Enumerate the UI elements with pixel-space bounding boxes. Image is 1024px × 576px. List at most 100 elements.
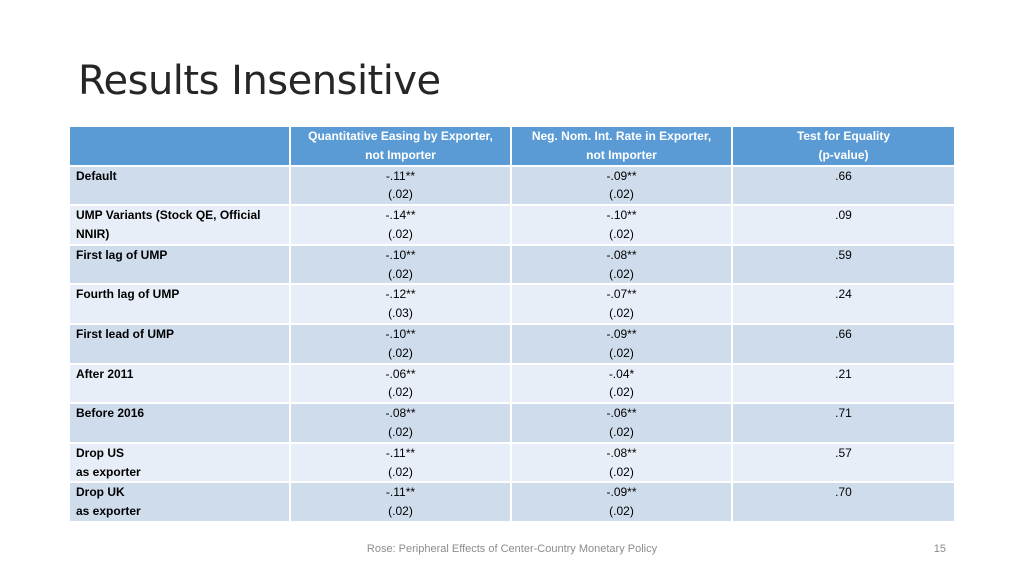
qe-cell-qe-se: (.02) xyxy=(388,385,413,400)
header-qe-line1: Quantitative Easing by Exporter, xyxy=(308,129,493,143)
nnir-cell-nnir: -.09** xyxy=(606,326,637,341)
nnir-cell: -.09** (.02) xyxy=(511,482,733,523)
row-label-label1: First lead of UMP xyxy=(76,326,175,341)
p-value-cell: .66 xyxy=(732,165,954,207)
qe-cell-qe: -.11** xyxy=(385,485,416,500)
table-row: After 2011 -.06** (.02) -.04* (.02) .21 xyxy=(70,363,954,405)
footer-text: Rose: Peripheral Effects of Center-Count… xyxy=(366,543,658,555)
nnir-cell-nnir-se: (.02) xyxy=(609,306,634,321)
qe-cell-qe: -.11** xyxy=(385,445,416,460)
nnir-cell: -.07** (.02) xyxy=(511,284,733,325)
qe-cell-qe: -.12** xyxy=(385,287,416,302)
row-label-label1: Fourth lag of UMP xyxy=(76,287,180,302)
nnir-cell: -.09** (.02) xyxy=(511,323,733,365)
p-value-cell: .21 xyxy=(732,363,954,405)
qe-cell-qe-se: (.02) xyxy=(388,226,413,241)
qe-cell: -.06** (.02) xyxy=(290,363,512,405)
row-label: Fourth lag of UMP xyxy=(70,284,291,325)
nnir-cell-nnir-se: (.02) xyxy=(609,187,634,202)
header-qe: Quantitative Easing by Exporter, not Imp… xyxy=(290,127,512,167)
nnir-cell-nnir: -.10** xyxy=(606,208,637,223)
header-empty xyxy=(70,127,291,167)
p-value-cell-p: .09 xyxy=(835,208,852,223)
nnir-cell-nnir: -.08** xyxy=(606,247,637,262)
qe-cell-qe: -.10** xyxy=(385,326,416,341)
p-value-cell-p: .71 xyxy=(835,406,852,421)
nnir-cell-nnir-se: (.02) xyxy=(609,266,634,281)
qe-cell-qe-se: (.02) xyxy=(388,504,413,519)
qe-cell: -.08** (.02) xyxy=(290,403,512,444)
row-label-label2: as exporter xyxy=(76,504,141,519)
table-row: Fourth lag of UMP -.12** (.03) -.07** (.02).… xyxy=(70,284,954,325)
nnir-cell: -.09** (.02) xyxy=(511,165,733,207)
page-number: 15 xyxy=(933,543,946,555)
p-value-cell: .57 xyxy=(732,442,954,484)
row-label-label1: Drop US xyxy=(76,445,124,460)
nnir-cell-nnir: -.09** xyxy=(606,168,637,183)
header-test-line2: (p-value) xyxy=(818,147,869,162)
p-value-cell-p: .21 xyxy=(835,366,852,381)
qe-cell: -.10** (.02) xyxy=(290,244,512,286)
qe-cell: -.11** (.02) xyxy=(290,442,512,484)
qe-cell: -.14** (.02) xyxy=(290,205,512,246)
table-row: Drop US as exporter -.11** (.02) -.08** (.02)… xyxy=(70,442,954,484)
row-label: Default xyxy=(70,165,291,207)
nnir-cell-nnir: -.07** xyxy=(606,287,637,302)
p-value-cell: .24 xyxy=(732,284,954,325)
qe-cell-qe-se: (.02) xyxy=(388,464,413,479)
p-value-cell: .66 xyxy=(732,323,954,365)
p-value-cell-p: .66 xyxy=(835,326,852,341)
nnir-cell-nnir-se: (.02) xyxy=(609,345,634,360)
row-label-label1: First lag of UMP xyxy=(76,247,168,262)
qe-cell: -.12** (.03) xyxy=(290,284,512,325)
header-qe-line2: not Importer xyxy=(365,147,436,162)
qe-cell-qe: -.14** xyxy=(385,208,416,223)
row-label-label1: UMP Variants (Stock QE, Official xyxy=(76,208,261,223)
row-label: Drop UK as exporter xyxy=(70,482,291,523)
nnir-cell-nnir: -.08** xyxy=(606,445,637,460)
p-value-cell: .59 xyxy=(732,244,954,286)
table-row: First lag of UMP -.10** (.02) -.08** (.02) .5… xyxy=(70,244,954,286)
row-label-label1: Drop UK xyxy=(76,485,125,500)
qe-cell-qe-se: (.02) xyxy=(388,424,413,439)
row-label: First lag of UMP xyxy=(70,244,291,286)
nnir-cell-nnir: -.06** xyxy=(606,406,637,421)
table-row: Before 2016 -.08** (.02) -.06** (.02) .71 xyxy=(70,403,954,444)
header-nnir-line2: not Importer xyxy=(586,147,657,162)
row-label-label2: as exporter xyxy=(76,464,141,479)
p-value-cell-p: .70 xyxy=(835,485,852,500)
qe-cell-qe-se: (.02) xyxy=(388,266,413,281)
p-value-cell: .71 xyxy=(732,403,954,444)
table-row: First lead of UMP -.10** (.02) -.09** (.02).… xyxy=(70,323,954,365)
p-value-cell-p: .24 xyxy=(835,287,852,302)
table-row: Drop UK as exporter -.11** (.02) -.09** (.02)… xyxy=(70,482,954,523)
nnir-cell-nnir-se: (.02) xyxy=(609,385,634,400)
nnir-cell-nnir-se: (.02) xyxy=(609,464,634,479)
qe-cell-qe: -.11** xyxy=(385,168,416,183)
row-label: First lead of UMP xyxy=(70,323,291,365)
row-label-label1: Default xyxy=(76,168,117,183)
nnir-cell-nnir-se: (.02) xyxy=(609,424,634,439)
nnir-cell: -.08** (.02) xyxy=(511,442,733,484)
row-label-label1: Before 2016 xyxy=(76,406,145,421)
qe-cell: -.10** (.02) xyxy=(290,323,512,365)
header-test-line1: Test for Equality xyxy=(796,129,891,143)
p-value-cell-p: .66 xyxy=(835,168,852,183)
table-row: UMP Variants (Stock QE, Official NNIR) -.1… xyxy=(70,205,954,246)
row-label-label1: After 2011 xyxy=(76,366,134,381)
results-table: Quantitative Easing by Exporter, not Imp… xyxy=(70,127,954,523)
p-value-cell-p: .59 xyxy=(835,247,852,262)
header-test-equality: Test for Equality (p-value) xyxy=(732,127,954,167)
header-nnir-line1: Neg. Nom. Int. Rate in Exporter, xyxy=(531,129,712,143)
qe-cell: -.11** (.02) xyxy=(290,165,512,207)
qe-cell: -.11** (.02) xyxy=(290,482,512,523)
qe-cell-qe: -.06** xyxy=(385,366,416,381)
qe-cell-qe-se: (.03) xyxy=(388,306,413,321)
nnir-cell: -.06** (.02) xyxy=(511,403,733,444)
p-value-cell: .70 xyxy=(732,482,954,523)
qe-cell-qe: -.08** xyxy=(385,406,416,421)
qe-cell-qe: -.10** xyxy=(385,247,416,262)
nnir-cell-nnir-se: (.02) xyxy=(609,226,634,241)
header-nnir: Neg. Nom. Int. Rate in Exporter, not Imp… xyxy=(511,127,733,167)
row-label: UMP Variants (Stock QE, Official NNIR) xyxy=(70,205,291,246)
